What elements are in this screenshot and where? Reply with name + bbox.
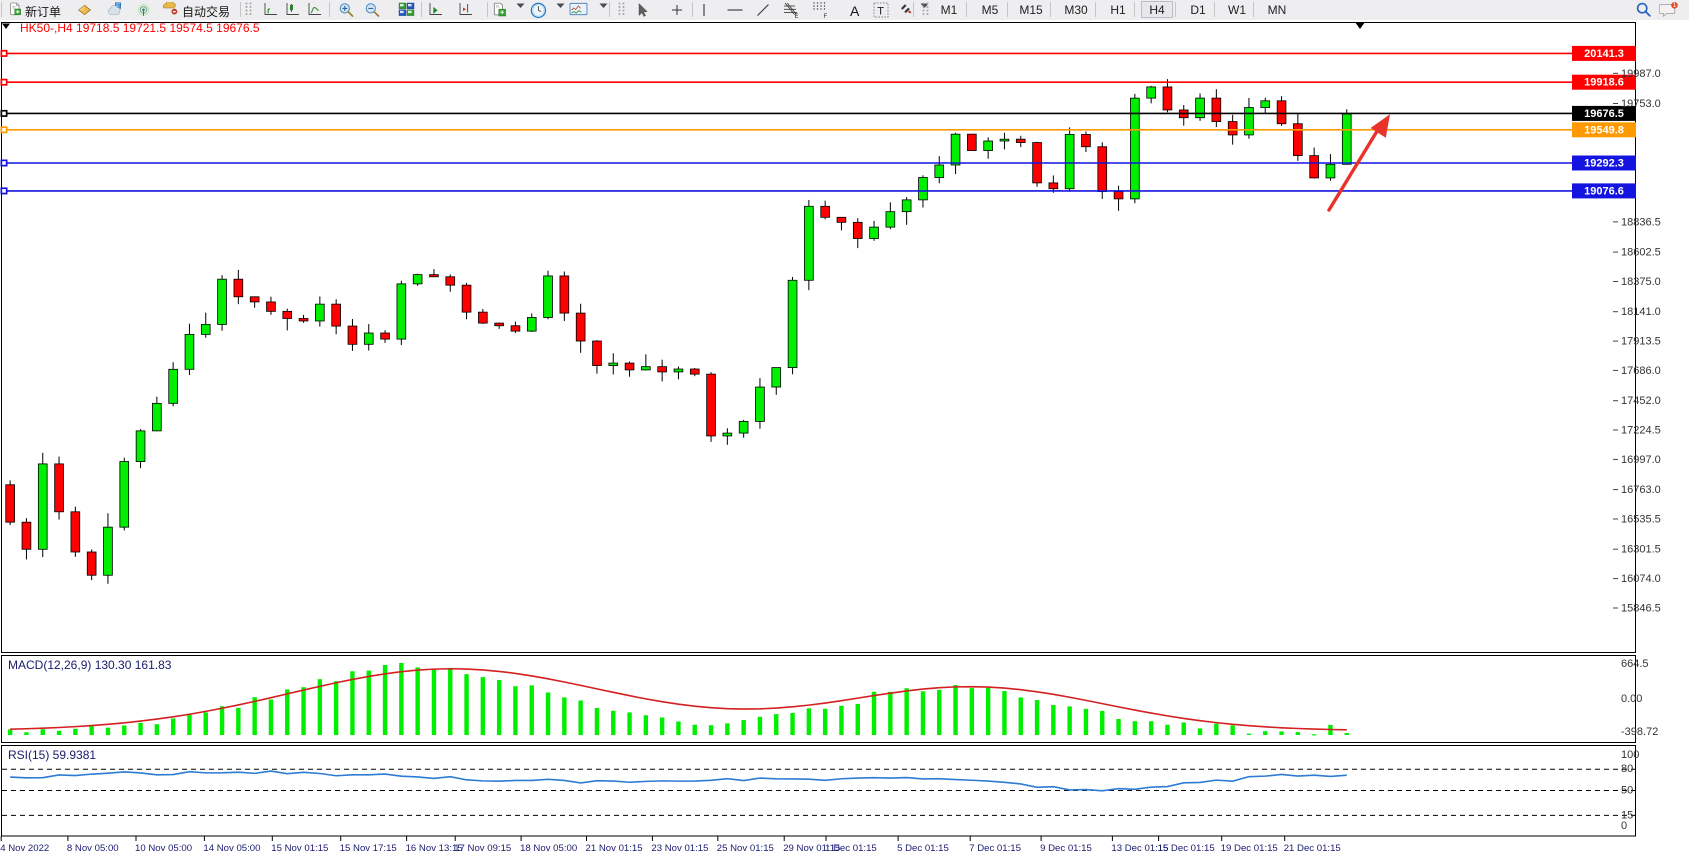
svg-text:19549.8: 19549.8: [1584, 124, 1624, 136]
svg-text:E: E: [795, 14, 799, 19]
svg-text:17913.5: 17913.5: [1621, 336, 1661, 348]
svg-text:18141.0: 18141.0: [1621, 306, 1661, 318]
svg-text:16997.0: 16997.0: [1621, 454, 1661, 466]
svg-text:19292.3: 19292.3: [1584, 158, 1624, 170]
svg-text:25 Nov 01:15: 25 Nov 01:15: [717, 843, 774, 854]
svg-text:80: 80: [1621, 763, 1633, 775]
svg-text:18602.5: 18602.5: [1621, 247, 1661, 259]
svg-text:HK50-,H4 19718.5 19721.5 1957: HK50-,H4 19718.5 19721.5 19574.5 19676.5: [20, 21, 260, 35]
svg-text:21 Nov 01:15: 21 Nov 01:15: [586, 843, 643, 854]
svg-text:17686.0: 17686.0: [1621, 365, 1661, 377]
svg-text:20141.3: 20141.3: [1584, 48, 1624, 60]
svg-text:19676.5: 19676.5: [1584, 108, 1624, 120]
svg-text:18375.0: 18375.0: [1621, 276, 1661, 288]
svg-text:1: 1: [1673, 2, 1677, 9]
svg-text:17224.5: 17224.5: [1621, 425, 1661, 437]
svg-text:16074.0: 16074.0: [1621, 573, 1661, 585]
svg-text:7 Dec 01:15: 7 Dec 01:15: [969, 843, 1021, 854]
svg-text:19 Dec 01:15: 19 Dec 01:15: [1221, 843, 1278, 854]
svg-text:15 Dec 01:15: 15 Dec 01:15: [1158, 843, 1215, 854]
svg-text:23 Nov 01:15: 23 Nov 01:15: [651, 843, 708, 854]
svg-text:15846.5: 15846.5: [1621, 603, 1661, 615]
svg-text:9 Dec 01:15: 9 Dec 01:15: [1040, 843, 1092, 854]
svg-text:15 Nov 01:15: 15 Nov 01:15: [271, 843, 328, 854]
svg-text:18 Nov 05:00: 18 Nov 05:00: [520, 843, 577, 854]
svg-text:100: 100: [1621, 749, 1639, 761]
svg-text:16763.0: 16763.0: [1621, 484, 1661, 496]
svg-text:21 Dec 01:15: 21 Dec 01:15: [1284, 843, 1341, 854]
svg-text:17452.0: 17452.0: [1621, 395, 1661, 407]
svg-text:-398.72: -398.72: [1621, 726, 1658, 738]
svg-text:16301.5: 16301.5: [1621, 544, 1661, 556]
svg-text:15 Nov 17:15: 15 Nov 17:15: [340, 843, 397, 854]
svg-text:19076.6: 19076.6: [1584, 185, 1624, 197]
svg-text:1 Dec 01:15: 1 Dec 01:15: [825, 843, 877, 854]
svg-text:10 Nov 05:00: 10 Nov 05:00: [135, 843, 192, 854]
svg-text:19753.0: 19753.0: [1621, 98, 1661, 110]
svg-text:18836.5: 18836.5: [1621, 216, 1661, 228]
svg-text:14 Nov 05:00: 14 Nov 05:00: [203, 843, 260, 854]
svg-text:F: F: [824, 14, 828, 19]
svg-text:5 Dec 01:15: 5 Dec 01:15: [897, 843, 949, 854]
svg-text:0: 0: [1621, 820, 1627, 832]
svg-text:T: T: [877, 5, 884, 17]
svg-text:RSI(15) 59.9381: RSI(15) 59.9381: [8, 748, 96, 762]
svg-text:16535.5: 16535.5: [1621, 514, 1661, 526]
svg-text:0.00: 0.00: [1621, 693, 1642, 705]
svg-text:19987.0: 19987.0: [1621, 68, 1661, 80]
svg-text:17 Nov 09:15: 17 Nov 09:15: [454, 843, 511, 854]
svg-text:4 Nov 2022: 4 Nov 2022: [0, 843, 49, 854]
svg-text:8 Nov 05:00: 8 Nov 05:00: [67, 843, 119, 854]
svg-text:19918.6: 19918.6: [1584, 77, 1624, 89]
svg-text:50: 50: [1621, 785, 1633, 797]
svg-text:MACD(12,26,9) 130.30 161.83: MACD(12,26,9) 130.30 161.83: [8, 658, 172, 672]
svg-text:664.5: 664.5: [1621, 658, 1649, 670]
